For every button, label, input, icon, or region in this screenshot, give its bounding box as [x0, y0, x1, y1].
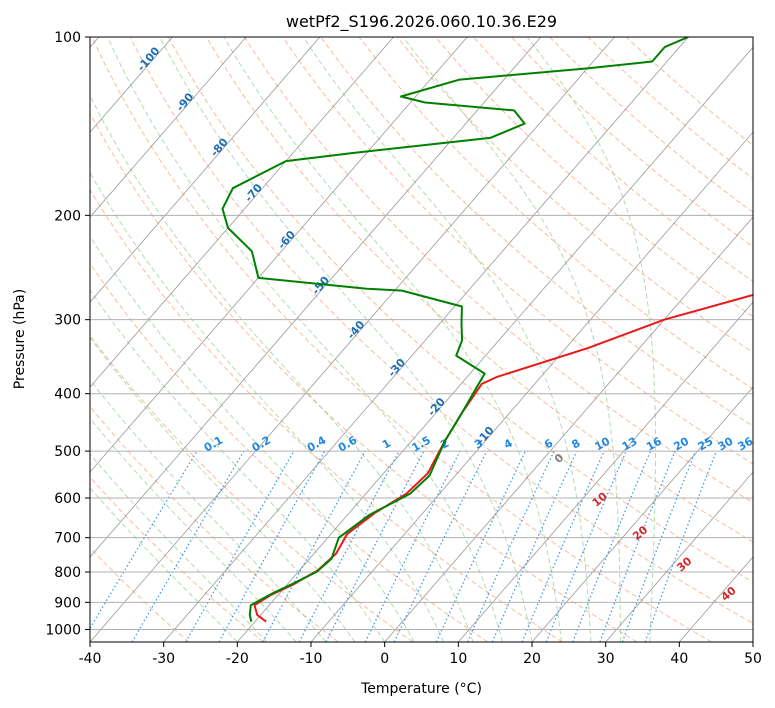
moist-adiabat-line: [90, 487, 238, 642]
x-tick-label: -10: [300, 651, 323, 667]
mixing-ratio-line: [90, 450, 198, 630]
dry-adiabat-line: [434, 37, 753, 318]
x-tick-label: -20: [226, 651, 249, 667]
dry-adiabat-line: [167, 37, 753, 583]
y-axis-label: Pressure (hPa): [12, 289, 28, 389]
moist-adiabat-line: [159, 37, 533, 642]
y-axis: 100 200 300 400 500 600 700 800 900 1000: [45, 30, 90, 638]
y-tick-label: 100: [54, 30, 81, 46]
isotherm-line: [90, 37, 394, 388]
y-tick-label: 1000: [45, 622, 81, 638]
mixing-ratio-line: [545, 450, 627, 642]
background-lines: [90, 37, 753, 642]
moist-adiabat-line: [526, 37, 657, 642]
dry-adiabat-line: [129, 37, 753, 624]
profile-series: [221, 37, 753, 623]
mixing-ratio-line: [491, 450, 578, 642]
mixing-ratio-line: [185, 450, 295, 642]
moist-adiabat-line: [402, 37, 621, 642]
dewpoint-profile-line: [221, 37, 689, 622]
isotherm-line: [163, 37, 689, 642]
isotherm-line: [237, 46, 753, 642]
dry-adiabat-line: [90, 262, 488, 642]
mixing-ratio-line: [364, 450, 461, 642]
y-tick-label: 200: [54, 208, 81, 224]
x-tick-label: -30: [152, 651, 175, 667]
moist-adiabat-line: [90, 417, 297, 642]
x-tick-label: -40: [79, 651, 102, 667]
dry-adiabat-line: [320, 37, 753, 427]
dry-adiabat-line: [244, 37, 753, 504]
mixing-ratio-line: [262, 450, 366, 642]
mixing-ratio-line: [521, 450, 605, 642]
isotherm-line: [458, 301, 753, 642]
y-tick-label: 400: [54, 387, 81, 403]
dry-adiabat-line: [90, 476, 264, 642]
moist-adiabat-line: [302, 37, 592, 642]
x-tick-label: 40: [670, 651, 688, 667]
moist-adiabat-line: [90, 171, 445, 642]
moist-adiabat-line: [90, 378, 327, 642]
moist-adiabat-line: [90, 94, 474, 642]
isotherm-line: [90, 37, 247, 218]
plot-frame: [89, 36, 754, 643]
x-axis-label: Temperature (°C): [360, 681, 482, 697]
isotherm-line: [531, 386, 753, 642]
y-tick-label: 700: [54, 531, 81, 547]
moist-adiabat-line: [90, 453, 268, 642]
dry-adiabat-line: [91, 37, 712, 642]
x-tick-label: 50: [744, 651, 762, 667]
moist-adiabat-line: [223, 37, 562, 642]
x-tick-label: 30: [597, 651, 615, 667]
mixing-ratio-line: [621, 450, 697, 642]
dry-adiabat-line: [205, 37, 753, 543]
y-tick-label: 800: [54, 565, 81, 581]
x-tick-label: 0: [380, 651, 389, 667]
isotherm-line: [90, 37, 468, 473]
y-tick-label: 600: [54, 491, 81, 507]
dry-adiabat-line: [358, 37, 753, 390]
isotherm-line: [90, 37, 321, 303]
mixing-ratio-line: [572, 450, 652, 642]
moist-adiabat-line: [90, 289, 386, 642]
mixing-ratio-line: [599, 450, 676, 642]
pressure-gridlines: [90, 37, 753, 630]
isotherm-line: [90, 37, 542, 558]
isotherm-line: [310, 131, 753, 642]
x-axis: -40 -30 -20 -10 0 10 20 30 40 50: [79, 642, 762, 667]
dry-adiabat-line: [90, 405, 339, 642]
isotherm-line: [90, 37, 615, 642]
y-tick-label: 300: [54, 313, 81, 329]
x-tick-label: 10: [449, 651, 467, 667]
y-tick-label: 500: [54, 444, 81, 460]
chart-title: wetPf2_S196.2026.060.10.36.E29: [286, 12, 557, 32]
isotherm-line: [384, 216, 753, 642]
mixing-ratio-line: [218, 450, 326, 642]
isotherm-line: [605, 471, 753, 642]
dry-adiabat-line: [90, 188, 563, 642]
mixing-ratio-line: [466, 450, 555, 642]
mixing-ratio-line: [644, 450, 717, 642]
moist-adiabat-line: [107, 37, 503, 642]
x-tick-label: 20: [523, 651, 541, 667]
mixing-ratio-label: 36: [735, 434, 755, 453]
y-tick-label: 900: [54, 595, 81, 611]
